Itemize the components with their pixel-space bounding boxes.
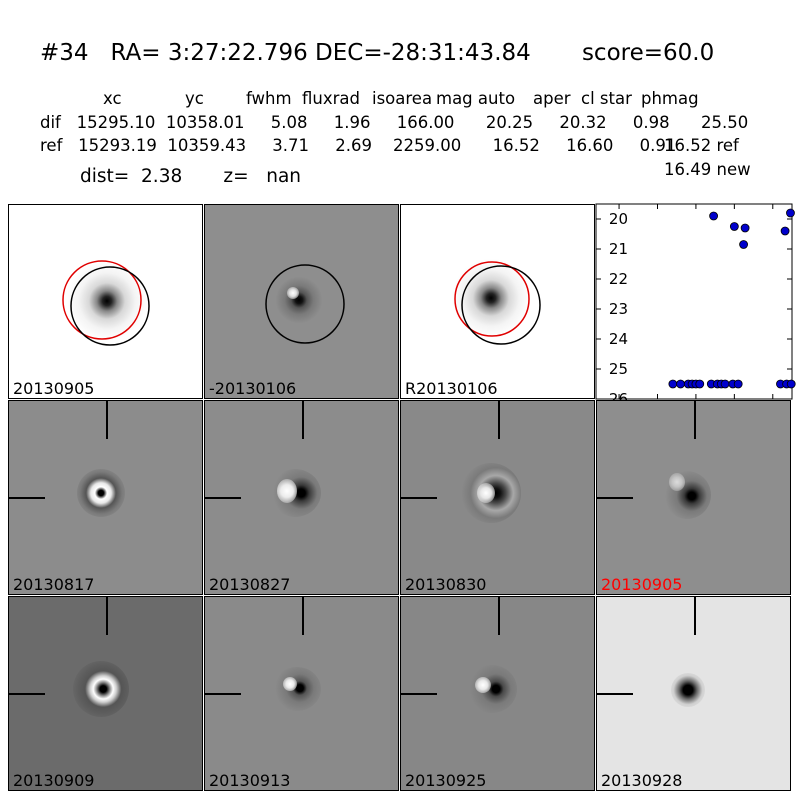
crosshair-horizontal (401, 693, 437, 695)
star-image (77, 469, 125, 517)
epoch-stamp-20130905: 20130905 (596, 400, 791, 595)
star-image (273, 667, 321, 711)
stamp-label: R20130106 (405, 379, 498, 398)
crosshair-horizontal (205, 693, 241, 695)
data-point (739, 240, 748, 249)
col-header-aper: aper (533, 89, 571, 108)
stamp-label: 20130817 (13, 575, 95, 594)
data-point (709, 211, 718, 221)
data-point (683, 379, 693, 389)
stamp-label: -20130106 (209, 379, 297, 398)
epoch-stamp-20130830: 20130830 (400, 400, 595, 595)
chart-frame (595, 203, 793, 400)
stamp-label: 20130913 (209, 771, 291, 790)
crosshair-horizontal (597, 497, 633, 499)
dif-row: dif 15295.10 10358.01 5.08 1.96 166.00 2… (40, 113, 749, 132)
crosshair-vertical (302, 597, 304, 635)
distance-line: dist= 2.38 z= nan (80, 166, 302, 187)
epoch-stamp-20130913: 20130913 (204, 596, 399, 791)
data-point (716, 379, 726, 389)
data-point (782, 379, 792, 389)
stamp-new: 20130905 (8, 204, 203, 399)
col-header-isoarea: isoarea (372, 89, 433, 108)
crosshair-vertical (694, 597, 696, 635)
crosshair-horizontal (205, 497, 241, 499)
crosshair-horizontal (597, 693, 633, 695)
stamp-diff: -20130106 (204, 204, 399, 399)
y-tick-label: 24 (609, 330, 628, 348)
data-point (733, 379, 743, 389)
star-image (467, 665, 517, 713)
new-phmag: 16.49 new (664, 160, 751, 179)
y-tick-label: 20 (609, 210, 628, 228)
crosshair-vertical (106, 401, 108, 439)
col-header-fluxrad: fluxrad (302, 89, 360, 108)
aperture-circle (265, 264, 345, 344)
data-point (695, 379, 705, 389)
crosshair-vertical (694, 401, 696, 439)
aperture-circles (454, 261, 541, 345)
stamp-ref: R20130106 (400, 204, 595, 399)
y-tick-label: 21 (609, 240, 628, 258)
epoch-stamp-20130928: 20130928 (596, 596, 791, 791)
data-point (713, 379, 722, 389)
crosshair-vertical (498, 401, 500, 439)
data-point (691, 379, 701, 389)
star-residual (277, 479, 297, 503)
star-residual (669, 473, 685, 491)
stamp-label: 20130925 (405, 771, 487, 790)
star-image (671, 673, 705, 707)
data-point (687, 379, 697, 389)
star-residual (287, 287, 299, 299)
col-header-clstar: cl star (581, 89, 632, 108)
data-point (776, 379, 785, 389)
data-point (720, 379, 730, 389)
col-header-xc: xc (103, 89, 122, 108)
epoch-stamp-20130925: 20130925 (400, 596, 595, 791)
col-header-yc: yc (185, 89, 204, 108)
chart-points (668, 208, 796, 389)
star-image (73, 661, 129, 717)
aperture-circles (62, 260, 150, 346)
y-tick-label: 23 (609, 300, 628, 318)
stamp-label: 20130827 (209, 575, 291, 594)
crosshair-horizontal (401, 497, 437, 499)
stamp-label: 20130830 (405, 575, 487, 594)
data-point (729, 222, 739, 231)
crosshair-horizontal (9, 693, 45, 695)
candidate-title: #34 RA= 3:27:22.796 DEC=-28:31:43.84 sco… (40, 40, 715, 66)
data-point (740, 223, 750, 233)
epoch-stamp-20130817: 20130817 (8, 400, 203, 595)
star-residual (283, 677, 297, 691)
stamp-label-highlight: 20130905 (601, 575, 683, 594)
star-residual (475, 677, 491, 693)
data-point (780, 226, 790, 236)
epoch-stamp-20130827: 20130827 (204, 400, 399, 595)
data-point (676, 379, 685, 389)
data-point (728, 379, 738, 389)
stamp-label: 20130905 (13, 379, 95, 398)
data-point (786, 208, 795, 218)
crosshair-vertical (106, 597, 108, 635)
crosshair-horizontal (9, 497, 45, 499)
data-point (668, 379, 678, 389)
crosshair-vertical (302, 401, 304, 439)
col-header-fwhm: fwhm (246, 89, 292, 108)
col-header-magauto: mag auto (436, 89, 516, 108)
ref-row: ref 15293.19 10359.43 3.71 2.69 2259.00 … (40, 136, 677, 155)
stamp-label: 20130909 (13, 771, 95, 790)
data-point (706, 379, 716, 389)
y-tick-label: 22 (609, 270, 628, 288)
y-tick-label: 25 (609, 360, 628, 378)
ref-phmag: 16.52 ref (664, 136, 739, 155)
stamp-label: 20130928 (601, 771, 683, 790)
data-point (786, 379, 796, 389)
star-residual (477, 483, 495, 503)
crosshair-vertical (498, 597, 500, 635)
star-image (273, 275, 323, 325)
epoch-stamp-20130909: 20130909 (8, 596, 203, 791)
col-header-phmag: phmag (641, 89, 699, 108)
